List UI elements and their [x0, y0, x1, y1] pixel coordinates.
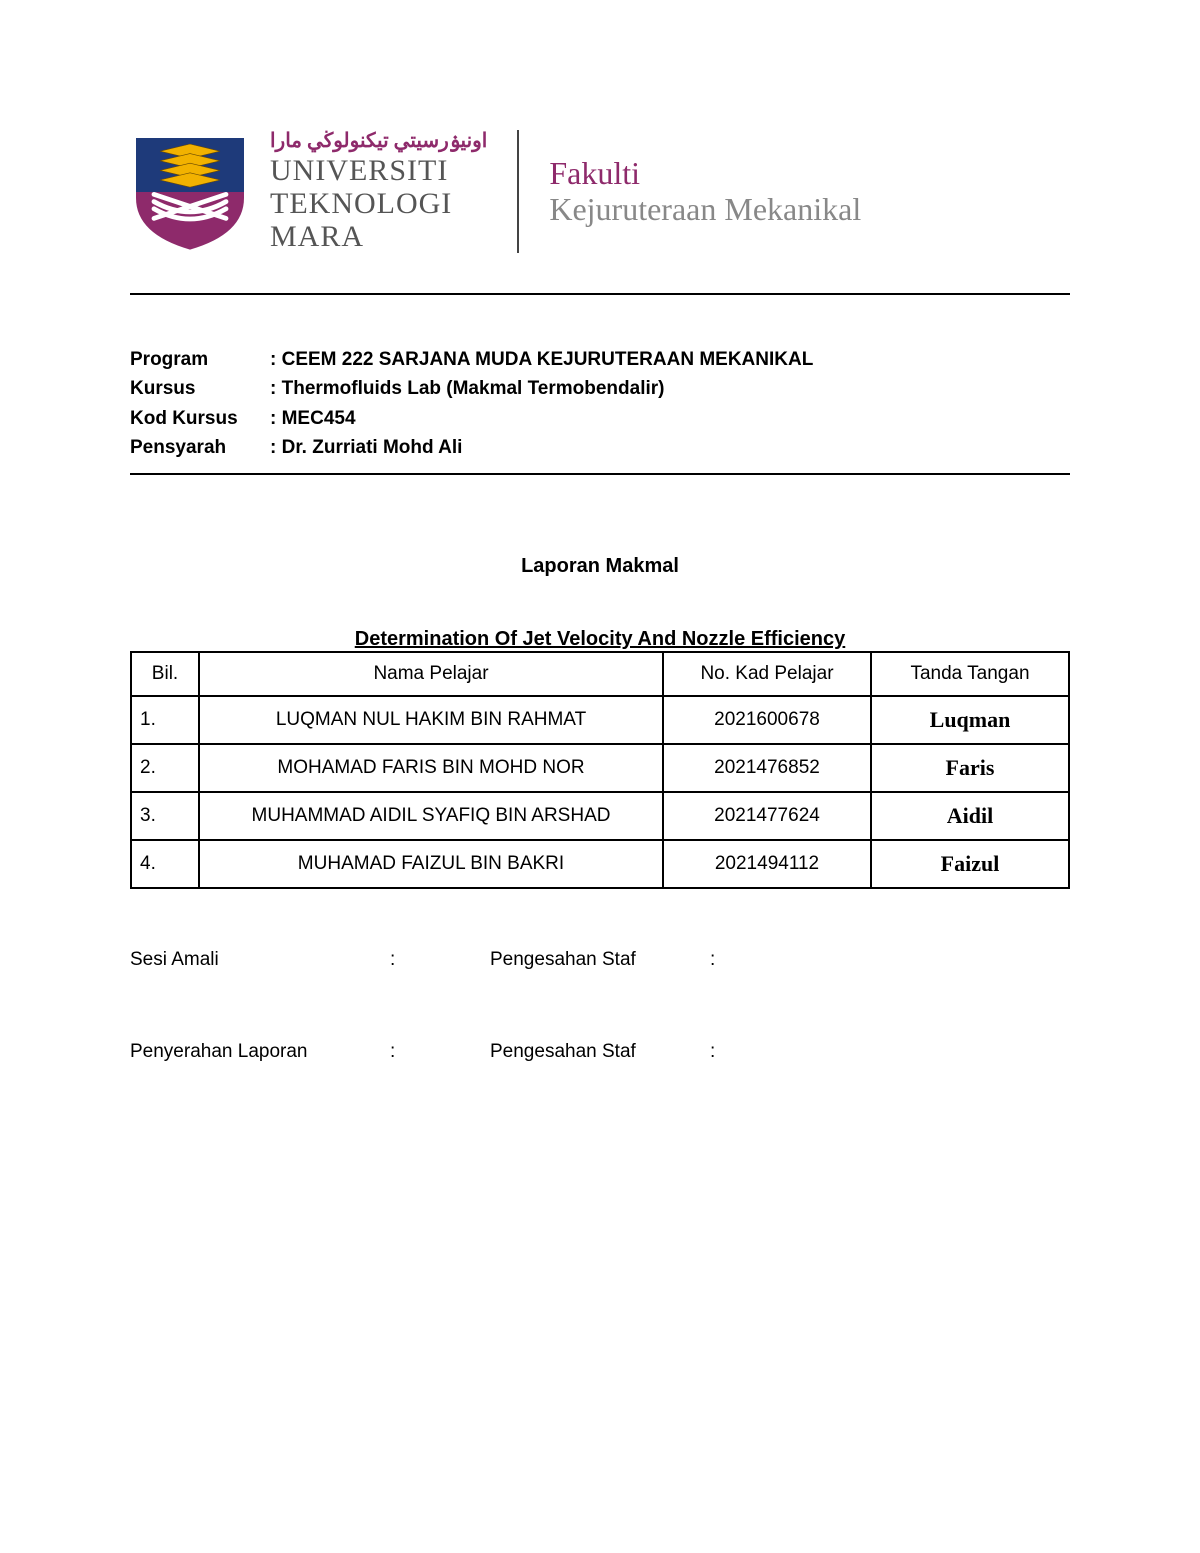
colon: : — [710, 949, 715, 971]
signature: Luqman — [930, 707, 1011, 732]
col-header-name: Nama Pelajar — [199, 652, 663, 696]
cell-name: LUQMAN NUL HAKIM BIN RAHMAT — [199, 696, 663, 744]
sesi-amali-label: Sesi Amali — [130, 949, 390, 971]
cell-name: MUHAMMAD AIDIL SYAFIQ BIN ARSHAD — [199, 792, 663, 840]
table-row: 2. MOHAMAD FARIS BIN MOHD NOR 2021476852… — [131, 744, 1069, 792]
table-row: 1. LUQMAN NUL HAKIM BIN RAHMAT 202160067… — [131, 696, 1069, 744]
colon: : — [390, 949, 490, 971]
document-header: اونيۏرسيتي تيکنولوڬي مارا UNIVERSITI TEK… — [130, 130, 1070, 253]
kod-value: : MEC454 — [270, 404, 356, 433]
page: اونيۏرسيتي تيکنولوڬي مارا UNIVERSITI TEK… — [0, 0, 1200, 1553]
kod-label: Kod Kursus — [130, 404, 270, 433]
kursus-value: : Thermofluids Lab (Makmal Termobendalir… — [270, 374, 664, 403]
cell-id: 2021600678 — [663, 696, 871, 744]
cell-bil: 1. — [131, 696, 199, 744]
col-header-bil: Bil. — [131, 652, 199, 696]
footer-row-penyerahan: Penyerahan Laporan : Pengesahan Staf : — [130, 1041, 1070, 1063]
signature: Faizul — [941, 851, 1000, 876]
col-header-id: No. Kad Pelajar — [663, 652, 871, 696]
program-label: Program — [130, 345, 270, 374]
uni-line-2: TEKNOLOGI — [270, 187, 487, 220]
cell-id: 2021476852 — [663, 744, 871, 792]
uni-line-3: MARA — [270, 220, 487, 253]
meta-row-pensyarah: Pensyarah : Dr. Zurriati Mohd Ali — [130, 433, 1070, 462]
table-row: 3. MUHAMMAD AIDIL SYAFIQ BIN ARSHAD 2021… — [131, 792, 1069, 840]
faculty-name-block: Fakulti Kejuruteraan Mekanikal — [549, 156, 861, 226]
cell-id: 2021477624 — [663, 792, 871, 840]
table-row: 4. MUHAMAD FAIZUL BIN BAKRI 2021494112 F… — [131, 840, 1069, 888]
meta-row-kursus: Kursus : Thermofluids Lab (Makmal Termob… — [130, 374, 1070, 403]
footer-row-sesi: Sesi Amali : Pengesahan Staf : — [130, 949, 1070, 971]
colon: : — [390, 1041, 490, 1063]
faculty-line-1: Fakulti — [549, 156, 861, 191]
cell-name: MUHAMAD FAIZUL BIN BAKRI — [199, 840, 663, 888]
penyerahan-laporan-label: Penyerahan Laporan — [130, 1041, 390, 1063]
pengesahan-staf-label: Pengesahan Staf — [490, 1041, 710, 1063]
faculty-line-2: Kejuruteraan Mekanikal — [549, 192, 861, 227]
meta-row-program: Program : CEEM 222 SARJANA MUDA KEJURUTE… — [130, 345, 1070, 374]
cell-id: 2021494112 — [663, 840, 871, 888]
university-name-block: اونيۏرسيتي تيکنولوڬي مارا UNIVERSITI TEK… — [270, 130, 519, 253]
table-header-row: Bil. Nama Pelajar No. Kad Pelajar Tanda … — [131, 652, 1069, 696]
cell-name: MOHAMAD FARIS BIN MOHD NOR — [199, 744, 663, 792]
uitm-logo — [130, 132, 250, 252]
arabic-script: اونيۏرسيتي تيکنولوڬي مارا — [270, 130, 487, 152]
colon: : — [710, 1041, 715, 1063]
col-header-sig: Tanda Tangan — [871, 652, 1069, 696]
header-divider — [130, 293, 1070, 295]
cell-bil: 2. — [131, 744, 199, 792]
uni-line-1: UNIVERSITI — [270, 154, 487, 187]
pensyarah-value: : Dr. Zurriati Mohd Ali — [270, 433, 462, 462]
footer-block: Sesi Amali : Pengesahan Staf : Penyeraha… — [130, 949, 1070, 1063]
cell-bil: 4. — [131, 840, 199, 888]
students-table: Bil. Nama Pelajar No. Kad Pelajar Tanda … — [130, 651, 1070, 889]
pensyarah-label: Pensyarah — [130, 433, 270, 462]
signature: Aidil — [947, 803, 993, 828]
meta-row-kod: Kod Kursus : MEC454 — [130, 404, 1070, 433]
experiment-title: Determination Of Jet Velocity And Nozzle… — [130, 628, 1070, 651]
signature: Faris — [946, 755, 995, 780]
report-title: Laporan Makmal — [130, 555, 1070, 578]
program-value: : CEEM 222 SARJANA MUDA KEJURUTERAAN MEK… — [270, 345, 813, 374]
kursus-label: Kursus — [130, 374, 270, 403]
pengesahan-staf-label: Pengesahan Staf — [490, 949, 710, 971]
course-meta-block: Program : CEEM 222 SARJANA MUDA KEJURUTE… — [130, 345, 1070, 475]
cell-bil: 3. — [131, 792, 199, 840]
